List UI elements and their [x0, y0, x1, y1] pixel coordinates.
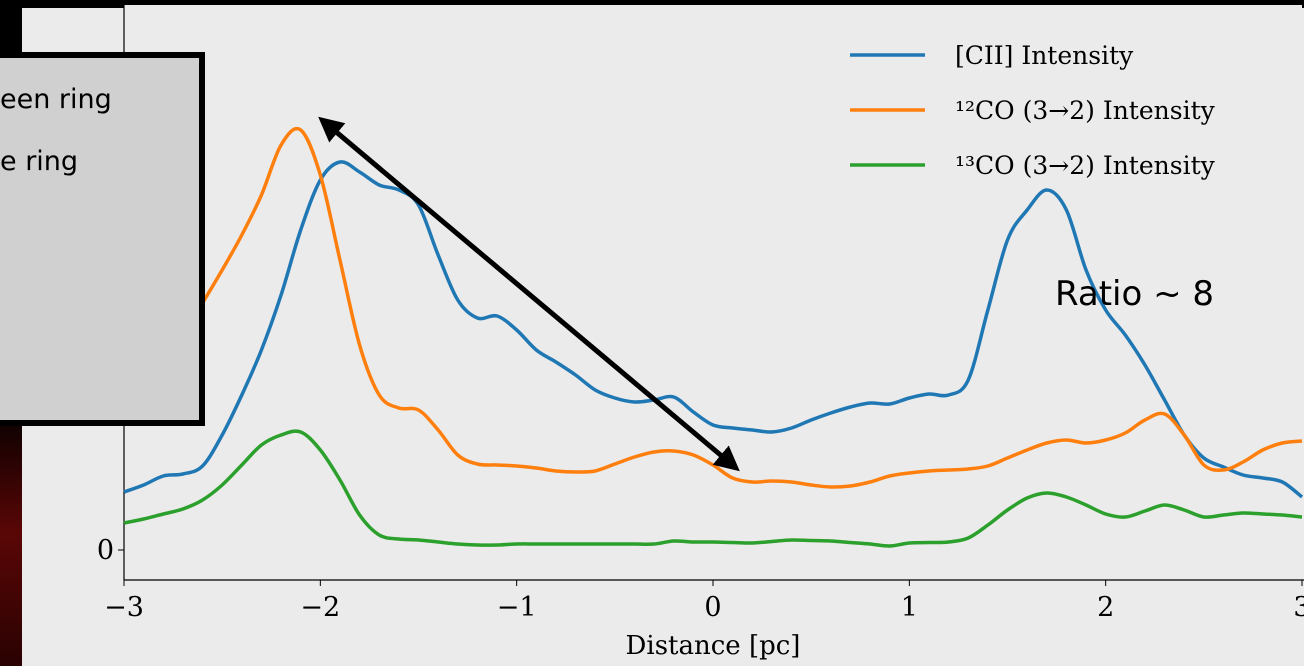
- x-tick-label: 2: [1097, 592, 1114, 623]
- x-tick-label: −3: [104, 592, 144, 623]
- x-tick-label: 1: [901, 592, 918, 623]
- x-tick-label: 3: [1293, 592, 1304, 623]
- annotation: een ring: [0, 84, 112, 115]
- x-axis-label: Distance [pc]: [626, 631, 801, 661]
- legend-label: [CII] Intensity: [955, 41, 1134, 70]
- plot: −3 −2 −1 0 1 2 3 0 Distance [pc] [CII] Intensity ¹…: [97, 0, 1304, 661]
- legend-label: ¹²CO (3→2) Intensity: [955, 96, 1216, 125]
- annotation: e ring: [0, 146, 78, 177]
- x-tick-label: −1: [497, 592, 537, 623]
- y-tick-label: 0: [97, 535, 114, 566]
- page: −3 −2 −1 0 1 2 3 0 Distance [pc] [CII] Intensity ¹…: [0, 0, 1304, 666]
- slide: −3 −2 −1 0 1 2 3 0 Distance [pc] [CII] Intensity ¹…: [0, 0, 1304, 666]
- background-image: [0, 400, 22, 666]
- legend-label: ¹³CO (3→2) Intensity: [955, 151, 1216, 180]
- x-tick-label: 0: [704, 592, 721, 623]
- x-tick-label: −2: [300, 592, 340, 623]
- annotation: Ratio ~ 8: [1055, 274, 1214, 314]
